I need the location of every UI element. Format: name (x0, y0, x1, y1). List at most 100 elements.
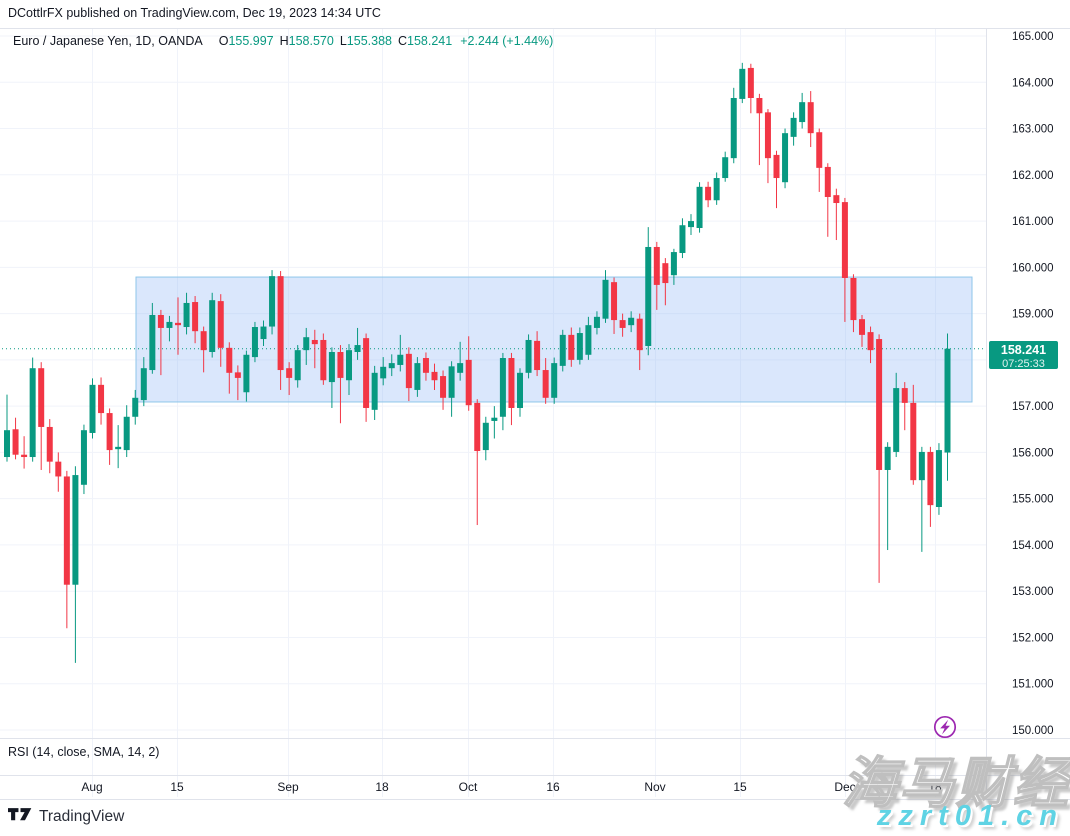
candle[interactable] (388, 363, 395, 369)
candle[interactable] (98, 384, 105, 414)
candle[interactable] (277, 276, 284, 371)
candle[interactable] (628, 317, 635, 326)
candle[interactable] (286, 368, 293, 378)
candle[interactable] (397, 354, 404, 365)
candle[interactable] (602, 279, 609, 319)
candle[interactable] (756, 97, 763, 114)
candle[interactable] (867, 332, 874, 351)
candle[interactable] (482, 422, 489, 451)
candle[interactable] (816, 132, 823, 168)
candle[interactable] (132, 397, 139, 417)
candle[interactable] (619, 320, 626, 328)
candle[interactable] (585, 325, 592, 355)
candle[interactable] (491, 417, 498, 421)
candle[interactable] (662, 263, 669, 284)
candle[interactable] (773, 154, 780, 179)
candle[interactable] (80, 430, 87, 485)
candle[interactable] (670, 252, 677, 276)
candle[interactable] (226, 347, 233, 373)
candle[interactable] (337, 352, 344, 378)
candle[interactable] (534, 340, 541, 371)
candle[interactable] (517, 372, 523, 408)
candle[interactable] (63, 476, 70, 585)
candle[interactable] (893, 388, 900, 452)
candle[interactable] (636, 318, 643, 351)
candle[interactable] (576, 333, 583, 360)
candle[interactable] (542, 370, 549, 398)
flash-icon[interactable] (933, 715, 957, 739)
candle[interactable] (371, 372, 378, 410)
candle[interactable] (46, 426, 53, 462)
symbol-title[interactable]: Euro / Japanese Yen, 1D, OANDA (13, 34, 203, 48)
candle[interactable] (722, 157, 729, 179)
candle[interactable] (679, 225, 686, 253)
candle[interactable] (175, 322, 181, 326)
candle[interactable] (234, 372, 241, 378)
candle[interactable] (328, 352, 335, 383)
candle[interactable] (183, 302, 190, 328)
candle[interactable] (422, 358, 429, 373)
candle[interactable] (841, 202, 848, 278)
candle[interactable] (790, 117, 797, 137)
candle[interactable] (465, 359, 472, 406)
candle[interactable] (850, 277, 857, 321)
candle[interactable] (38, 368, 45, 427)
candle[interactable] (611, 282, 618, 321)
candle[interactable] (593, 316, 600, 328)
candle[interactable] (251, 327, 258, 358)
candle[interactable] (346, 350, 352, 381)
candle[interactable] (380, 366, 387, 379)
candle[interactable] (688, 221, 694, 228)
candle[interactable] (217, 301, 224, 348)
candle[interactable] (303, 337, 310, 351)
candle[interactable] (89, 384, 96, 433)
candle[interactable] (910, 402, 917, 481)
candle[interactable] (807, 102, 814, 134)
candle[interactable] (653, 246, 660, 285)
candle[interactable] (474, 402, 481, 452)
candle[interactable] (115, 446, 122, 450)
candle[interactable] (713, 178, 720, 201)
candle[interactable] (260, 326, 267, 340)
candle[interactable] (440, 376, 447, 398)
candle[interactable] (705, 186, 712, 201)
candle[interactable] (696, 186, 703, 229)
candle[interactable] (944, 348, 951, 453)
candle[interactable] (730, 97, 737, 159)
candle[interactable] (457, 363, 464, 373)
candle[interactable] (508, 358, 515, 408)
candle[interactable] (824, 166, 831, 198)
candle[interactable] (4, 430, 10, 458)
candle[interactable] (799, 102, 806, 123)
candle[interactable] (29, 368, 36, 458)
candle[interactable] (209, 300, 216, 353)
candle[interactable] (918, 451, 925, 481)
candle[interactable] (782, 133, 789, 183)
tradingview-footer-link[interactable]: TradingView (8, 807, 124, 827)
candle[interactable] (927, 451, 934, 506)
candle[interactable] (405, 353, 412, 389)
candle[interactable] (354, 345, 361, 353)
candle[interactable] (559, 334, 566, 366)
candle[interactable] (157, 314, 164, 328)
candle[interactable] (739, 68, 746, 99)
candle[interactable] (200, 331, 207, 351)
candle[interactable] (363, 338, 370, 408)
candle[interactable] (859, 319, 865, 335)
candle[interactable] (876, 339, 883, 470)
rsi-indicator-label[interactable]: RSI (14, close, SMA, 14, 2) (8, 745, 160, 759)
candle[interactable] (123, 416, 130, 451)
candle[interactable] (72, 475, 79, 585)
candle[interactable] (884, 446, 891, 470)
candle[interactable] (525, 339, 532, 373)
candle[interactable] (149, 314, 156, 371)
candle[interactable] (192, 302, 199, 332)
candle[interactable] (243, 354, 250, 393)
candle[interactable] (21, 454, 28, 458)
candle[interactable] (568, 334, 575, 360)
candle[interactable] (311, 339, 318, 345)
candle[interactable] (448, 366, 455, 398)
current-price-label[interactable]: 158.241 07:25:33 (989, 341, 1058, 369)
candle[interactable] (901, 388, 908, 403)
